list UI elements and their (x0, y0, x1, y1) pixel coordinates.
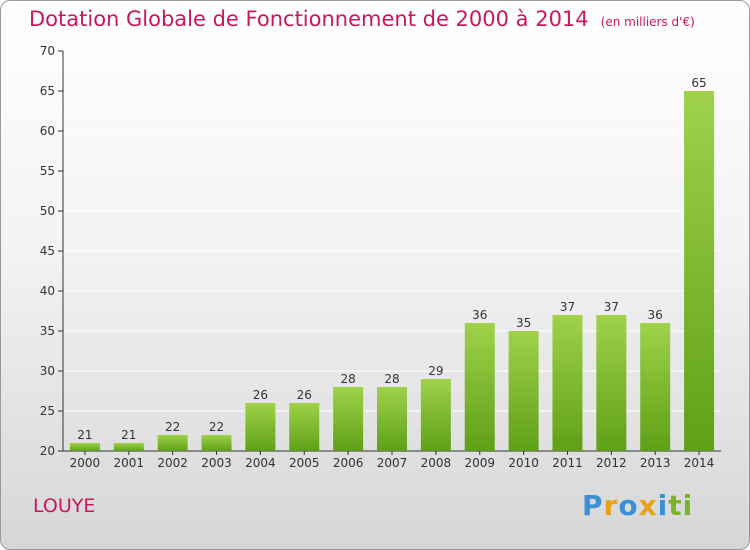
y-tick-label: 40 (40, 284, 55, 298)
data-label: 28 (340, 372, 355, 386)
x-tick-label: 2008 (421, 456, 452, 470)
data-label: 36 (472, 308, 487, 322)
logo-letter: i (657, 489, 669, 522)
bar (245, 403, 276, 451)
y-tick-label: 65 (40, 84, 55, 98)
bar (113, 443, 144, 451)
data-label: 36 (648, 308, 663, 322)
x-tick-label: 2003 (201, 456, 232, 470)
bar (333, 387, 364, 451)
bar (596, 315, 627, 451)
y-tick-label: 45 (40, 244, 55, 258)
y-tick-label: 30 (40, 364, 55, 378)
y-tick-label: 50 (40, 204, 55, 218)
bar (508, 331, 539, 451)
x-tick-label: 2007 (377, 456, 408, 470)
data-label: 37 (604, 300, 619, 314)
x-tick-label: 2004 (245, 456, 276, 470)
x-tick-label: 2001 (114, 456, 145, 470)
commune-name: LOUYE (33, 495, 96, 517)
unit-note: (en milliers d'€) (600, 15, 695, 29)
data-label: 21 (121, 428, 136, 442)
data-label: 22 (165, 420, 180, 434)
data-label: 35 (516, 316, 531, 330)
bar (69, 443, 100, 451)
title-text: Dotation Globale de Fonctionnement de 20… (29, 7, 589, 31)
x-tick-label: 2012 (596, 456, 627, 470)
logo-letter: x (638, 489, 658, 522)
bar (377, 387, 407, 451)
x-tick-label: 2011 (552, 456, 583, 470)
bar (157, 435, 188, 451)
data-label: 21 (77, 428, 92, 442)
y-tick-label: 35 (40, 324, 55, 338)
y-tick-label: 25 (40, 404, 55, 418)
y-tick-label: 60 (40, 124, 55, 138)
x-tick-label: 2009 (464, 456, 495, 470)
logo-letter: r (603, 489, 619, 522)
x-tick-label: 2006 (333, 456, 364, 470)
logo-letter: o (618, 489, 639, 522)
x-tick-label: 2013 (640, 456, 671, 470)
data-label: 26 (297, 388, 312, 402)
x-tick-label: 2005 (289, 456, 320, 470)
logo-letter: i (682, 489, 694, 522)
x-tick-label: 2002 (157, 456, 188, 470)
x-tick-label: 2010 (508, 456, 539, 470)
data-label: 37 (560, 300, 575, 314)
bar (684, 91, 715, 451)
data-label: 65 (691, 76, 706, 90)
y-tick-label: 20 (40, 444, 55, 458)
logo-letter: P (582, 489, 604, 522)
bar (640, 323, 671, 451)
y-tick-label: 55 (40, 164, 55, 178)
data-label: 28 (384, 372, 399, 386)
bar (552, 315, 583, 451)
chart-title: Dotation Globale de Fonctionnement de 20… (29, 7, 695, 31)
x-tick-label: 2000 (70, 456, 101, 470)
bar (201, 435, 232, 451)
data-label: 26 (253, 388, 268, 402)
bar (420, 379, 451, 451)
bar (464, 323, 495, 451)
y-tick-label: 70 (40, 44, 55, 58)
data-label: 29 (428, 364, 443, 378)
logo-letter: t (668, 489, 683, 522)
bar (289, 403, 320, 451)
proxiti-logo: Proxiti (582, 489, 693, 522)
data-label: 22 (209, 420, 224, 434)
x-tick-label: 2014 (684, 456, 715, 470)
